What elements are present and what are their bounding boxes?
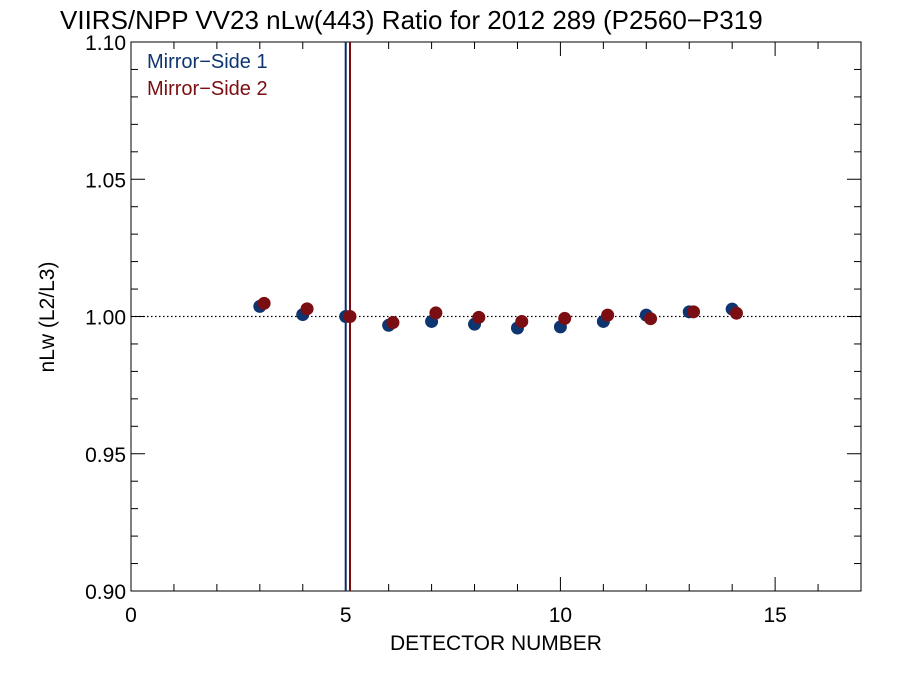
y-tick-label: 1.00 xyxy=(85,307,126,330)
x-tick-label: 0 xyxy=(125,604,137,627)
x-axis-label: DETECTOR NUMBER xyxy=(390,632,602,655)
plot-area: 0 5 10 15 0.90 0.95 1.00 1.05 1.10 Mirror−Side 1 M… xyxy=(85,32,862,627)
y-axis-label: nLw (L2/L3) xyxy=(36,262,59,373)
data-point-mirror-side-2 xyxy=(429,306,443,320)
data-point-mirror-side-2 xyxy=(300,302,314,316)
data-point-mirror-side-2 xyxy=(472,310,486,324)
x-tick-label: 10 xyxy=(549,604,572,627)
data-point-mirror-side-2 xyxy=(644,312,658,326)
data-point-mirror-side-2 xyxy=(386,316,400,330)
y-tick-label: 1.10 xyxy=(85,32,126,55)
y-tick-label: 0.95 xyxy=(85,444,126,467)
data-point-mirror-side-2 xyxy=(601,308,615,322)
data-point-mirror-side-2 xyxy=(515,314,529,328)
data-point-mirror-side-2 xyxy=(687,305,701,319)
data-point-mirror-side-2 xyxy=(343,310,357,323)
legend-entry: Mirror−Side 1 xyxy=(147,51,268,73)
x-tick-label: 15 xyxy=(763,604,786,627)
y-tick-label: 0.90 xyxy=(85,581,126,604)
chart-title: VIIRS/NPP VV23 nLw(443) Ratio for 2012 2… xyxy=(60,5,763,35)
y-tick-label: 1.05 xyxy=(85,169,126,192)
data-point-mirror-side-2 xyxy=(729,306,743,320)
x-tick-label: 5 xyxy=(340,604,352,627)
data-point-mirror-side-2 xyxy=(558,311,572,325)
legend-entry: Mirror−Side 2 xyxy=(147,78,268,100)
data-point-mirror-side-2 xyxy=(257,296,271,310)
